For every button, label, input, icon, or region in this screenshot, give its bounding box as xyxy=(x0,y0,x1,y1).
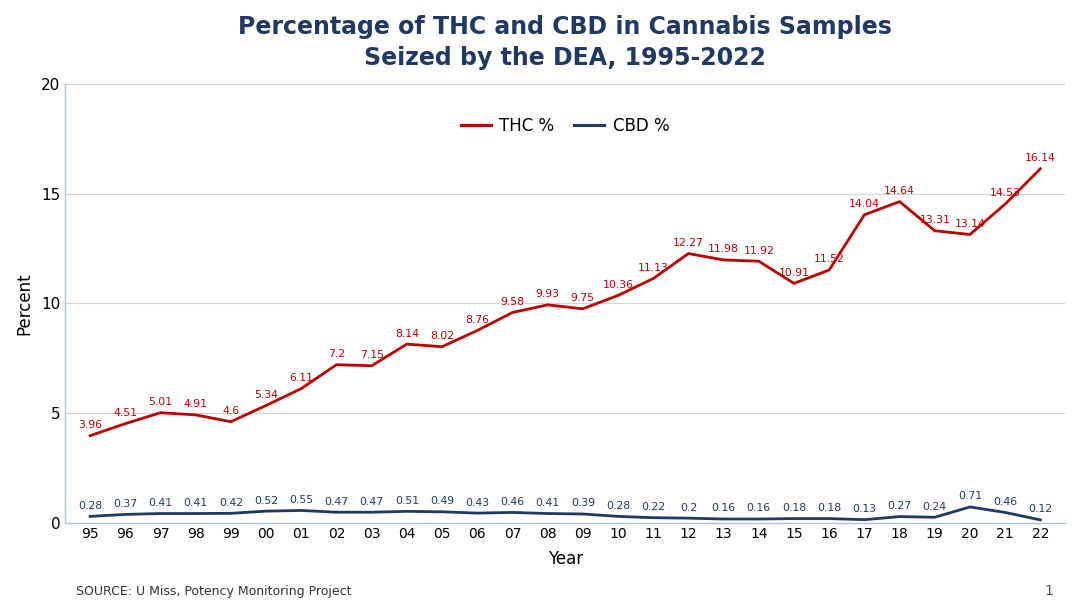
Text: 16.14: 16.14 xyxy=(1025,153,1056,163)
Text: 0.47: 0.47 xyxy=(324,497,349,507)
Text: 5.01: 5.01 xyxy=(148,397,173,407)
Text: 0.41: 0.41 xyxy=(536,498,559,508)
Text: 11.13: 11.13 xyxy=(638,263,669,273)
Text: 11.52: 11.52 xyxy=(813,254,845,265)
Text: 0.43: 0.43 xyxy=(465,498,489,507)
Text: 0.18: 0.18 xyxy=(782,503,806,513)
Text: 8.14: 8.14 xyxy=(395,328,419,339)
Text: 9.58: 9.58 xyxy=(500,297,525,307)
Text: 0.46: 0.46 xyxy=(500,497,525,507)
Text: 7.2: 7.2 xyxy=(328,349,345,359)
Text: 0.52: 0.52 xyxy=(254,495,279,506)
Text: 0.24: 0.24 xyxy=(922,502,947,512)
Text: 14.53: 14.53 xyxy=(989,188,1021,198)
Text: 6.11: 6.11 xyxy=(289,373,313,383)
Text: 0.51: 0.51 xyxy=(395,496,419,506)
Text: 9.75: 9.75 xyxy=(571,293,595,304)
Text: 8.02: 8.02 xyxy=(430,331,454,341)
Text: 0.2: 0.2 xyxy=(679,503,697,512)
Legend: THC %, CBD %: THC %, CBD % xyxy=(455,110,676,141)
Text: 0.42: 0.42 xyxy=(219,498,243,508)
Text: 14.04: 14.04 xyxy=(849,199,880,209)
Text: 12.27: 12.27 xyxy=(673,238,704,248)
Text: 0.27: 0.27 xyxy=(888,501,912,511)
Text: 10.36: 10.36 xyxy=(603,280,634,290)
Text: 4.51: 4.51 xyxy=(113,408,137,418)
Text: 13.14: 13.14 xyxy=(955,219,985,229)
Text: 0.49: 0.49 xyxy=(430,497,454,506)
Text: 0.18: 0.18 xyxy=(818,503,841,513)
Text: 11.92: 11.92 xyxy=(743,246,774,256)
Text: 5.34: 5.34 xyxy=(254,390,278,400)
Text: 0.28: 0.28 xyxy=(78,501,103,511)
Text: 1: 1 xyxy=(1044,584,1053,598)
Text: 9.93: 9.93 xyxy=(536,290,559,299)
Title: Percentage of THC and CBD in Cannabis Samples
Seized by the DEA, 1995-2022: Percentage of THC and CBD in Cannabis Sa… xyxy=(239,15,892,70)
Text: 7.15: 7.15 xyxy=(360,350,383,360)
Text: 4.6: 4.6 xyxy=(222,406,240,416)
Text: 0.16: 0.16 xyxy=(712,503,735,514)
Text: 0.55: 0.55 xyxy=(289,495,313,505)
Text: 0.12: 0.12 xyxy=(1028,504,1052,514)
Text: SOURCE: U Miss, Potency Monitoring Project: SOURCE: U Miss, Potency Monitoring Proje… xyxy=(76,585,351,598)
Text: 0.71: 0.71 xyxy=(958,492,982,501)
Text: 0.41: 0.41 xyxy=(148,498,173,508)
Text: 4.91: 4.91 xyxy=(184,399,207,409)
Text: 11.98: 11.98 xyxy=(708,245,739,254)
Text: 0.22: 0.22 xyxy=(642,502,665,512)
Text: 0.47: 0.47 xyxy=(360,497,383,507)
Text: 10.91: 10.91 xyxy=(779,268,810,278)
Text: 0.28: 0.28 xyxy=(606,501,630,511)
Text: 0.46: 0.46 xyxy=(994,497,1017,507)
X-axis label: Year: Year xyxy=(548,550,583,568)
Y-axis label: Percent: Percent xyxy=(15,272,33,334)
Text: 0.39: 0.39 xyxy=(570,498,595,509)
Text: 13.31: 13.31 xyxy=(919,215,950,225)
Text: 0.13: 0.13 xyxy=(852,504,877,514)
Text: 0.16: 0.16 xyxy=(746,503,771,514)
Text: 0.37: 0.37 xyxy=(113,499,137,509)
Text: 3.96: 3.96 xyxy=(78,420,103,430)
Text: 8.76: 8.76 xyxy=(465,315,489,325)
Text: 14.64: 14.64 xyxy=(885,186,915,196)
Text: 0.41: 0.41 xyxy=(184,498,207,508)
